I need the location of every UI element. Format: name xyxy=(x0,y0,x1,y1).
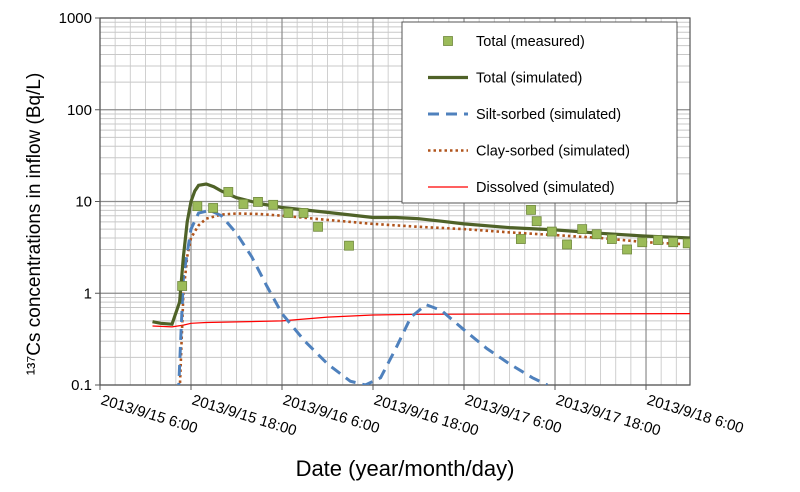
series-line xyxy=(177,208,549,385)
data-point xyxy=(313,221,323,232)
data-point xyxy=(283,208,294,218)
data-point xyxy=(298,208,309,218)
y-tick-label: 10 xyxy=(75,194,92,211)
data-point xyxy=(515,234,526,244)
x-tick-label: 2013/9/15 18:00 xyxy=(190,392,299,440)
x-tick-label: 2013/9/16 18:00 xyxy=(372,392,481,440)
data-point xyxy=(637,237,648,248)
data-point xyxy=(546,226,557,237)
series-line xyxy=(152,313,690,328)
x-tick-label: 2013/9/15 6:00 xyxy=(99,392,200,438)
data-point xyxy=(177,281,188,291)
y-tick-label: 100 xyxy=(67,102,92,119)
plot-frame xyxy=(99,17,691,386)
legend-label: Clay-sorbed (simulated) xyxy=(476,144,630,160)
x-tick-label: 2013/9/17 18:00 xyxy=(554,392,663,440)
legend-marker xyxy=(443,36,453,46)
plot-series xyxy=(152,182,690,385)
y-tick-label: 0.1 xyxy=(71,377,92,394)
data-point xyxy=(253,197,263,207)
data-point xyxy=(591,229,602,240)
data-point xyxy=(668,237,679,248)
data-point xyxy=(531,216,542,227)
legend-label: Dissolved (simulated) xyxy=(476,180,615,196)
legend-label: Silt-sorbed (simulated) xyxy=(476,107,621,123)
y-tick-label: 1 xyxy=(84,285,92,302)
data-point xyxy=(577,224,588,235)
data-point xyxy=(562,239,572,250)
data-point xyxy=(526,204,536,215)
legend-label: Total (simulated) xyxy=(476,71,582,87)
data-point xyxy=(238,199,249,209)
x-axis-label: Date (year/month/day) xyxy=(296,456,515,481)
data-point xyxy=(223,187,234,197)
data-point xyxy=(606,234,617,244)
data-point xyxy=(344,240,354,251)
data-point xyxy=(653,235,663,245)
data-point xyxy=(192,201,203,212)
y-axis-label: ¹³⁷Cs concentrations in inflow (Bq/L) xyxy=(24,73,45,376)
data-point xyxy=(268,199,279,210)
legend-label: Total (measured) xyxy=(476,34,585,50)
data-point xyxy=(622,244,632,255)
y-tick-label: 1000 xyxy=(59,10,92,27)
data-point xyxy=(208,203,219,213)
data-point xyxy=(682,238,690,249)
